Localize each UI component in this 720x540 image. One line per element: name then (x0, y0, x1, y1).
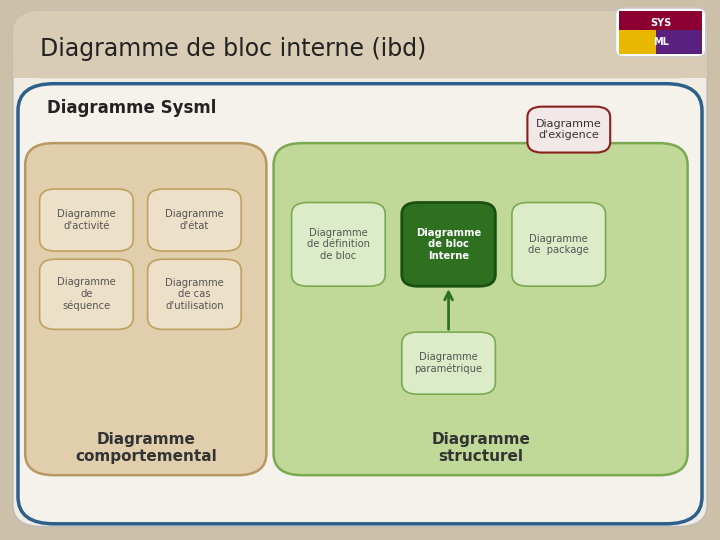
FancyBboxPatch shape (25, 143, 266, 475)
Text: Diagramme
de définition
de bloc: Diagramme de définition de bloc (307, 228, 370, 261)
Text: SYS: SYS (650, 18, 671, 28)
Text: Diagramme
d'état: Diagramme d'état (165, 209, 224, 231)
FancyBboxPatch shape (512, 202, 606, 286)
FancyBboxPatch shape (292, 202, 385, 286)
Text: Diagramme
d'exigence: Diagramme d'exigence (536, 119, 602, 140)
Text: Diagramme
de bloc
Interne: Diagramme de bloc Interne (416, 228, 481, 261)
Text: Diagramme
comportemental: Diagramme comportemental (75, 432, 217, 464)
FancyBboxPatch shape (40, 189, 133, 251)
Bar (13, 46, 707, 78)
FancyBboxPatch shape (527, 106, 611, 152)
Text: Diagramme
de
séquence: Diagramme de séquence (57, 278, 116, 311)
Text: Diagramme Sysml: Diagramme Sysml (47, 99, 216, 117)
FancyBboxPatch shape (148, 259, 241, 329)
Bar (619, 11, 702, 30)
Text: Diagramme
paramétrique: Diagramme paramétrique (415, 352, 482, 374)
Text: Diagramme de bloc interne (ibd): Diagramme de bloc interne (ibd) (40, 37, 426, 60)
Text: Diagramme
structurel: Diagramme structurel (431, 432, 530, 464)
FancyBboxPatch shape (402, 202, 495, 286)
FancyBboxPatch shape (13, 11, 707, 78)
Bar (619, 30, 657, 54)
Bar (657, 30, 702, 54)
Text: Diagramme
d'activité: Diagramme d'activité (57, 209, 116, 231)
Text: ML: ML (652, 37, 669, 47)
FancyBboxPatch shape (40, 259, 133, 329)
FancyBboxPatch shape (18, 84, 702, 524)
Text: Diagramme
de cas
d'utilisation: Diagramme de cas d'utilisation (165, 278, 224, 311)
FancyBboxPatch shape (616, 8, 706, 57)
FancyBboxPatch shape (402, 332, 495, 394)
FancyBboxPatch shape (148, 189, 241, 251)
FancyBboxPatch shape (274, 143, 688, 475)
FancyBboxPatch shape (13, 11, 707, 526)
Text: Diagramme
de  package: Diagramme de package (528, 233, 589, 255)
